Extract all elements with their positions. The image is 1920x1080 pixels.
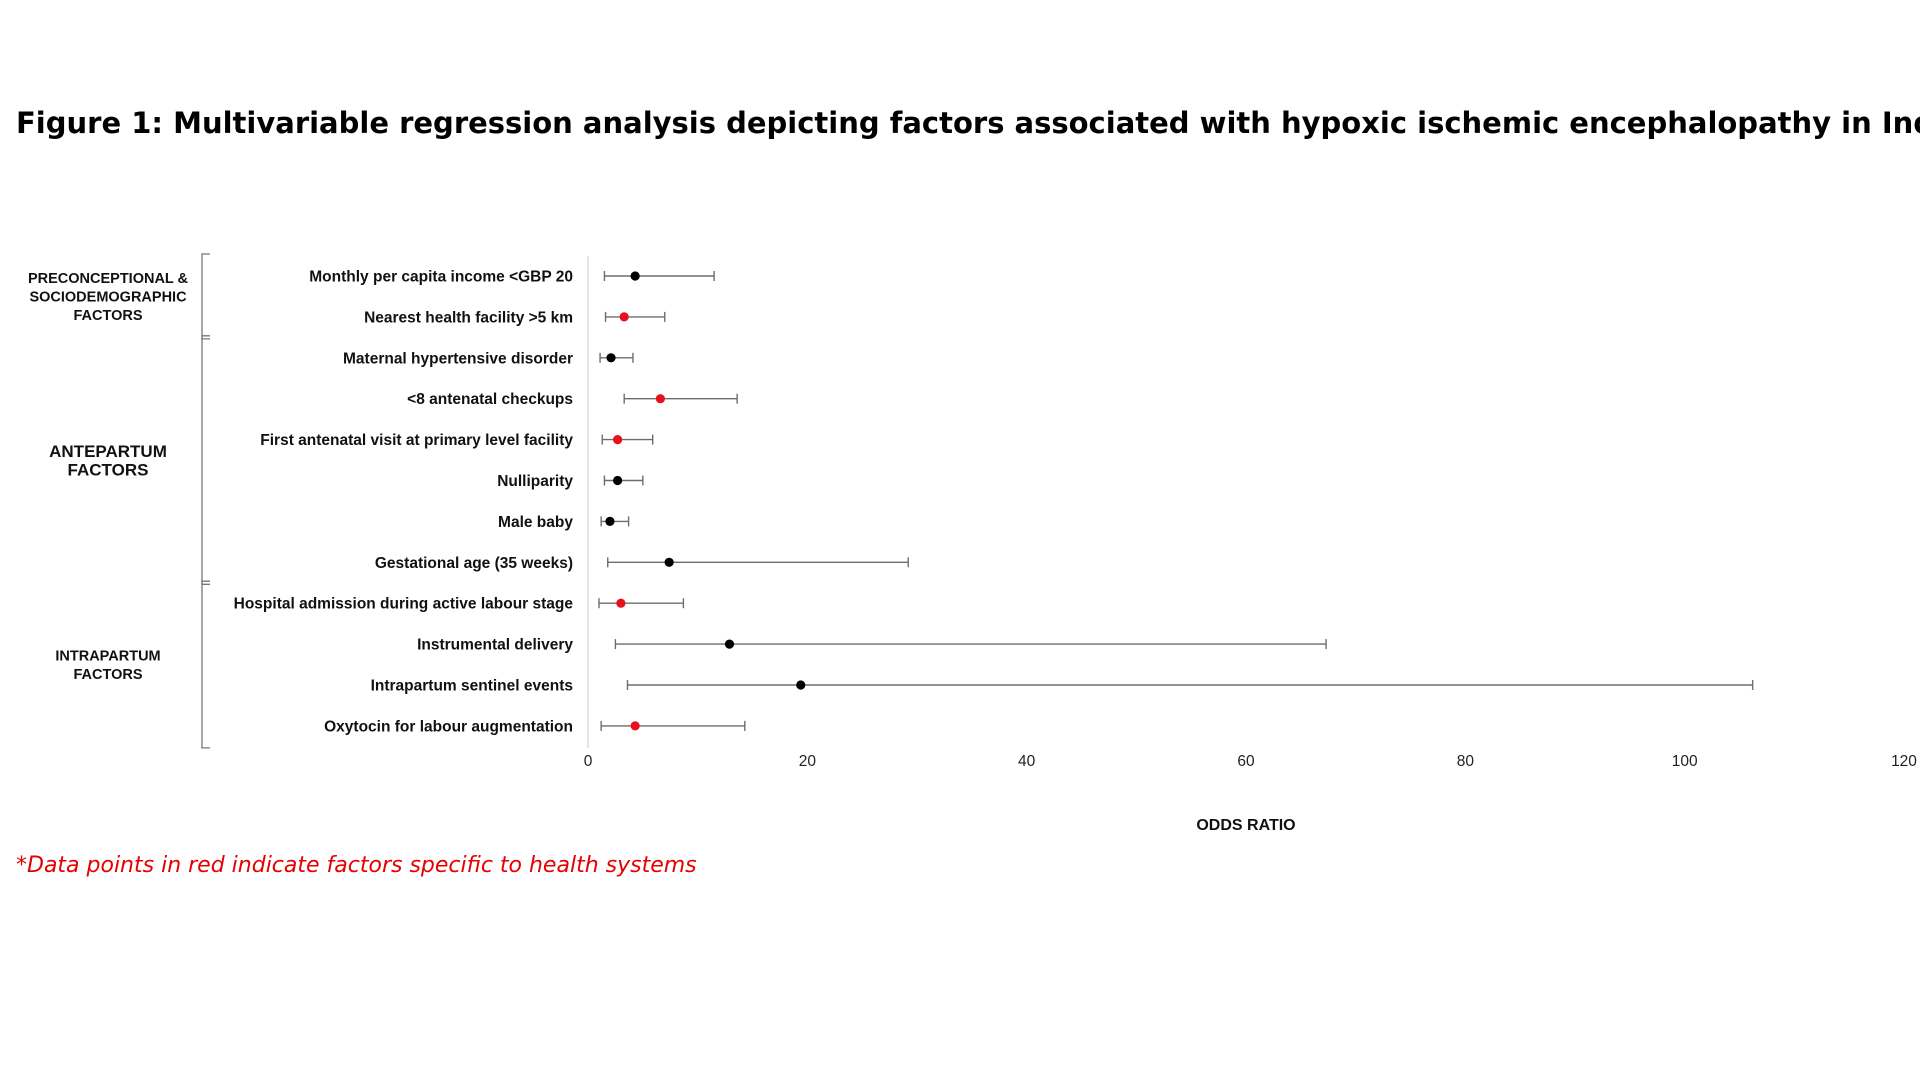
x-tick-label: 40 <box>1018 753 1036 770</box>
x-tick-label: 60 <box>1237 753 1255 770</box>
data-point <box>630 271 640 281</box>
data-point <box>724 639 735 649</box>
row-label: Monthly per capita income <GBP 20 <box>309 269 573 286</box>
row-label: Instrumental delivery <box>417 637 573 654</box>
x-axis-title: ODDS RATIO <box>1196 817 1295 834</box>
group-bracket <box>201 335 210 585</box>
row-label: Gestational age (35 weeks) <box>375 555 573 572</box>
group-label: SOCIODEMOGRAPHIC <box>29 290 187 306</box>
group-bracket <box>201 580 210 749</box>
footnote: *Data points in red indicate factors spe… <box>16 853 697 878</box>
figure-title: Figure 1: Multivariable regression analy… <box>16 106 1920 140</box>
x-tick-label: 80 <box>1457 753 1475 770</box>
group-label: FACTORS <box>73 308 142 324</box>
x-tick-label: 0 <box>584 753 593 770</box>
data-point <box>606 353 616 363</box>
row-label: First antenatal visit at primary level f… <box>260 432 573 449</box>
data-point <box>605 516 615 527</box>
data-point <box>664 557 674 567</box>
x-tick-label: 20 <box>799 753 817 770</box>
health-system-point <box>616 598 626 608</box>
group-label: PRECONCEPTIONAL & <box>28 271 189 287</box>
group-label: INTRAPARTUM <box>55 648 160 664</box>
x-tick-label: 120 <box>1891 753 1917 770</box>
row-label: <8 antenatal checkups <box>407 391 573 408</box>
group-label: ANTEPARTUM <box>49 442 167 461</box>
row-label: Maternal hypertensive disorder <box>343 350 573 367</box>
row-label: Male baby <box>498 514 573 531</box>
row-label: Hospital admission during active labour … <box>234 596 574 613</box>
row-label: Oxytocin for labour augmentation <box>324 718 573 735</box>
row-label: Nearest health facility >5 km <box>364 309 573 326</box>
x-tick-label: 100 <box>1672 753 1698 770</box>
data-point <box>613 475 623 486</box>
row-label: Intrapartum sentinel events <box>371 678 573 695</box>
health-system-point <box>655 394 665 404</box>
health-system-point <box>619 312 629 322</box>
health-system-point <box>630 721 640 731</box>
health-system-point <box>613 435 623 445</box>
group-label: FACTORS <box>73 667 142 683</box>
row-label: Nulliparity <box>497 473 573 490</box>
data-point <box>796 680 806 690</box>
group-label: FACTORS <box>68 460 149 479</box>
group-bracket <box>201 253 210 340</box>
